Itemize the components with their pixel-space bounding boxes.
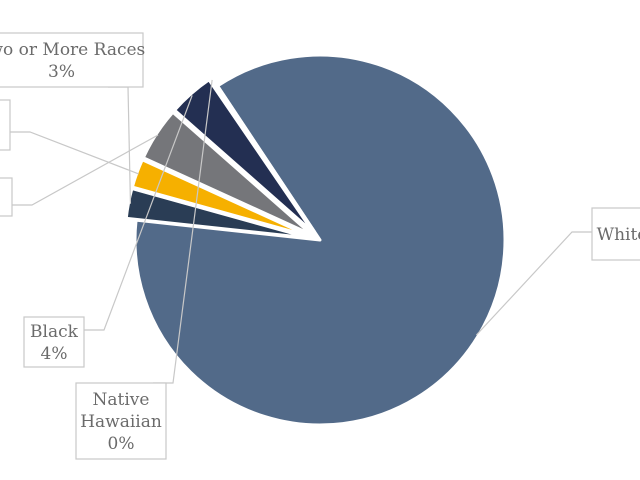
pie-slice-3	[141, 110, 314, 237]
leader-line-0	[475, 231, 592, 336]
leader-line-1	[108, 86, 132, 204]
leader-line-2	[10, 131, 139, 175]
data-label-4-0: Black	[30, 322, 79, 342]
data-label-5-2: 0%	[108, 434, 135, 454]
callout-box-1	[0, 32, 144, 88]
data-label-4-1: 4%	[41, 344, 68, 364]
pie-slice-5	[208, 76, 316, 234]
data-label-1-0: Two or More Races	[0, 40, 145, 60]
leader-line-3	[12, 134, 159, 206]
callout-box-4	[23, 316, 85, 368]
data-label-0-0: White	[597, 225, 640, 245]
data-label-1-1: 3%	[48, 62, 75, 82]
callout-box-3	[0, 177, 13, 217]
pie-slices	[124, 53, 507, 427]
data-label-5-0: Native	[93, 390, 150, 410]
pie-slice-0	[133, 53, 507, 427]
data-label-5-1: Hawaiian	[80, 412, 162, 432]
callout-box-5	[75, 382, 167, 460]
leader-line-4	[84, 95, 193, 331]
callout-box-2	[0, 99, 11, 151]
callout-box-0	[591, 207, 640, 261]
pie-slice-1	[124, 187, 312, 240]
